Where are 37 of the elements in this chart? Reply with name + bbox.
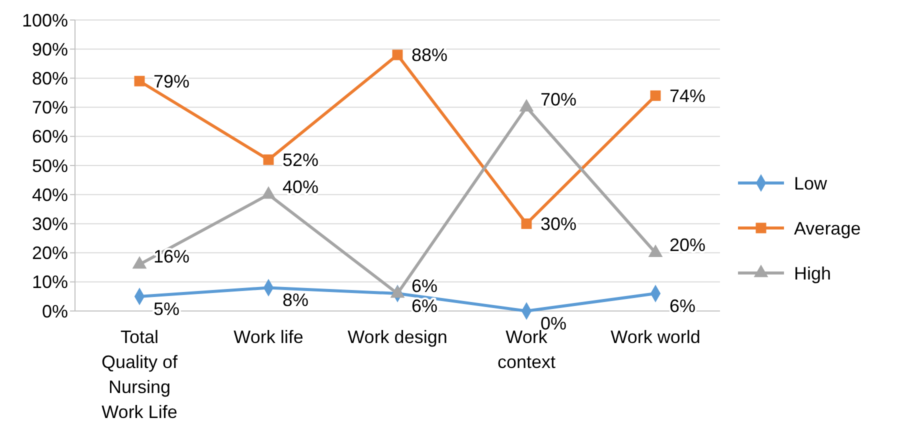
data-label: 52%: [282, 150, 319, 170]
y-tick-label: 10%: [32, 272, 68, 292]
y-tick-label: 90%: [32, 39, 68, 60]
y-tick-label: 20%: [32, 243, 68, 264]
data-label: 5%: [154, 298, 180, 319]
y-tick-label: 30%: [32, 214, 68, 234]
data-label: 40%: [282, 176, 319, 197]
y-tick-label: 50%: [32, 156, 68, 176]
legend-label: Average: [794, 218, 861, 238]
data-label: 88%: [412, 45, 448, 66]
y-tick-label: 70%: [32, 98, 68, 118]
data-label: 74%: [670, 86, 706, 106]
x-tick-label: Work design: [348, 327, 448, 347]
data-label: 70%: [540, 90, 577, 110]
legend-label: Low: [794, 173, 828, 194]
y-tick-label: 40%: [32, 184, 68, 205]
x-tick-label: Work world: [610, 327, 700, 347]
y-tick-label: 80%: [32, 68, 68, 88]
data-label: 79%: [154, 71, 190, 92]
data-label: 8%: [282, 290, 309, 310]
y-tick-label: 60%: [32, 126, 68, 147]
data-label: 6%: [670, 296, 696, 316]
point: [521, 218, 532, 229]
x-tick-label: Work life: [234, 327, 304, 347]
point: [263, 154, 274, 165]
y-tick-label: 100%: [22, 10, 68, 30]
legend-label: High: [794, 263, 832, 284]
y-tick-label: 0%: [42, 301, 68, 322]
point: [392, 50, 403, 60]
data-label: 30%: [540, 214, 577, 234]
data-label: 6%: [412, 276, 438, 296]
point: [650, 90, 661, 101]
data-label: 16%: [154, 246, 190, 267]
data-label: 20%: [670, 235, 706, 256]
x-tick-label: Total Quality of Nursing Work Life: [101, 327, 179, 422]
point: [134, 76, 145, 86]
data-label: 6%: [412, 296, 438, 316]
